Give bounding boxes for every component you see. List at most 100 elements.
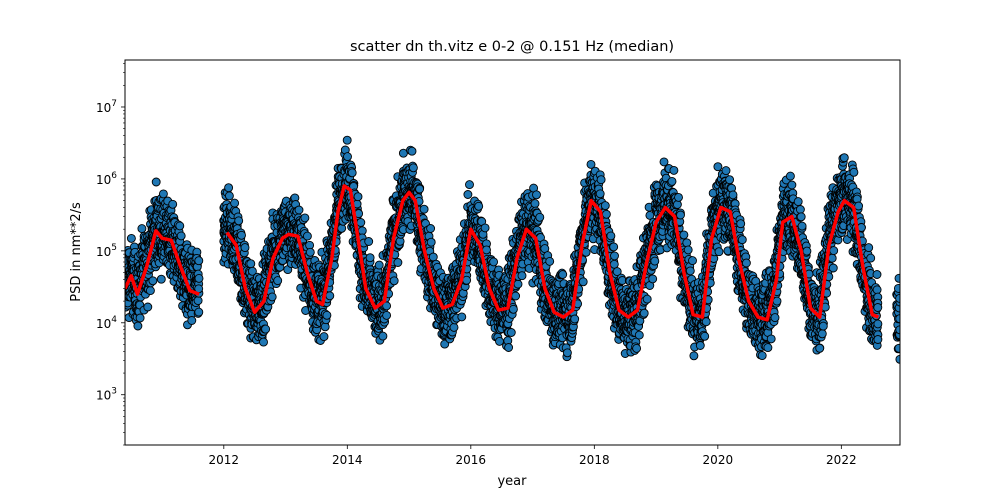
- scatter-point: [669, 165, 679, 175]
- scatter-point: [325, 291, 335, 301]
- scatter-point: [194, 273, 204, 283]
- scatter-point: [133, 321, 143, 331]
- scatter-point: [353, 192, 363, 202]
- scatter-point: [474, 201, 484, 211]
- scatter-point: [156, 274, 166, 284]
- scatter-point: [378, 331, 388, 341]
- scatter-point: [408, 163, 418, 173]
- scatter-point: [259, 337, 268, 347]
- scatter-point: [508, 304, 518, 314]
- scatter-point: [175, 221, 185, 231]
- scatter-point: [374, 260, 384, 270]
- scatter-point: [714, 247, 724, 257]
- scatter-point: [187, 316, 197, 325]
- scatter-point: [535, 212, 545, 222]
- scatter-point: [506, 328, 516, 337]
- scatter-point: [426, 224, 436, 233]
- scatter-point: [683, 245, 693, 255]
- scatter-point: [419, 204, 429, 214]
- scatter-point: [570, 314, 580, 324]
- scatter-point: [558, 270, 568, 279]
- scatter-point: [356, 218, 366, 227]
- scatter-point: [701, 317, 711, 327]
- scatter-point: [596, 175, 606, 185]
- scatter-point: [463, 190, 473, 199]
- scatter-point: [679, 230, 689, 240]
- scatter-point: [158, 189, 168, 199]
- scatter-point: [273, 276, 283, 286]
- scatter-point: [247, 266, 257, 276]
- scatter-point: [449, 322, 459, 332]
- scatter-point: [610, 251, 619, 261]
- scatter-point: [382, 310, 392, 320]
- scatter-point: [682, 238, 692, 248]
- scatter-point: [700, 331, 710, 341]
- scatter-point: [237, 230, 246, 240]
- scatter-point: [322, 310, 332, 320]
- scatter-point: [725, 175, 735, 185]
- scatter-point: [648, 274, 658, 284]
- scatter-point: [389, 276, 399, 286]
- scatter-point: [343, 152, 352, 162]
- scatter-point: [721, 166, 731, 176]
- scatter-point: [426, 237, 436, 247]
- scatter-point: [393, 258, 403, 267]
- scatter-point: [194, 256, 204, 266]
- scatter-point: [685, 266, 695, 276]
- scatter-point: [688, 256, 697, 266]
- scatter-point: [480, 223, 490, 233]
- scatter-point: [300, 213, 310, 223]
- scatter-point: [224, 183, 234, 193]
- scatter-point: [193, 296, 203, 306]
- scatter-point: [176, 231, 186, 241]
- scatter-point: [504, 343, 514, 352]
- scatter-point: [246, 259, 256, 269]
- scatter-point: [267, 292, 277, 302]
- scatter-point: [347, 168, 357, 178]
- scatter-point: [224, 191, 234, 201]
- scatter-point: [305, 247, 315, 257]
- scatter-point: [511, 291, 521, 301]
- scatter-point: [319, 332, 329, 342]
- scatter-point: [513, 279, 523, 289]
- scatter-point: [135, 313, 145, 323]
- scatter-point: [230, 198, 240, 208]
- scatter-point: [639, 308, 649, 318]
- scatter-point: [126, 233, 136, 243]
- scatter-point: [689, 351, 699, 361]
- scatter-point: [148, 276, 158, 286]
- scatter-point: [650, 256, 660, 266]
- scatter-point: [713, 162, 723, 172]
- scatter-point: [234, 216, 244, 226]
- scatter-point: [632, 343, 642, 353]
- scatter-point: [578, 277, 588, 287]
- scatter-point: [562, 348, 572, 358]
- scatter-point: [415, 184, 425, 194]
- scatter-point: [261, 324, 271, 334]
- scatter-point: [194, 307, 204, 317]
- scatter-point: [342, 135, 352, 145]
- scatter-point: [145, 286, 155, 296]
- scatter-point: [365, 253, 375, 263]
- scatter-point: [407, 146, 417, 156]
- scatter-point: [168, 199, 178, 209]
- scatter-point: [517, 271, 527, 281]
- scatter-point: [676, 210, 685, 220]
- scatter-point: [151, 177, 161, 187]
- scatter-point: [667, 176, 677, 186]
- scatter-point: [530, 199, 540, 209]
- scatter-point: [465, 180, 474, 190]
- scatter-point: [294, 205, 304, 215]
- scatter-point: [601, 209, 611, 219]
- scatter-point: [695, 341, 705, 350]
- scatter-point: [581, 247, 591, 257]
- scatter-point: [609, 242, 619, 252]
- scatter-point: [728, 190, 738, 200]
- scatter-point: [143, 302, 153, 312]
- scatter-point: [137, 224, 147, 234]
- scatter-point: [609, 259, 619, 269]
- scatter-point: [495, 336, 504, 346]
- scatter-point: [489, 257, 499, 267]
